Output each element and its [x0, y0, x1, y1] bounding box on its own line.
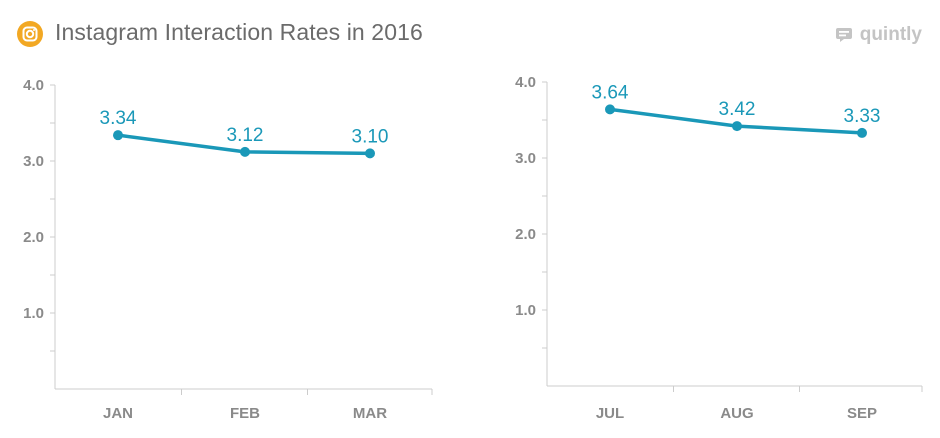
instagram-icon [17, 21, 43, 47]
chart-q3: 4.0 3.0 2.0 1.0 JUL AUG SEP 3.64 3.42 3.33 [515, 74, 923, 422]
data-point [113, 130, 123, 141]
data-label: 3.42 [719, 99, 756, 120]
data-point [240, 146, 250, 157]
data-label: 3.34 [100, 108, 137, 129]
y-tick-label: 4.0 [515, 74, 536, 91]
chart-q1: 4.0 3.0 2.0 1.0 JAN FEB MAR 3.34 3.12 3.10 [23, 77, 433, 422]
x-tick-label: AUG [720, 405, 753, 422]
quintly-logo-icon [835, 28, 852, 42]
x-tick-label: FEB [230, 405, 260, 422]
data-point [365, 148, 375, 159]
data-label: 3.64 [592, 82, 629, 103]
data-label: 3.10 [352, 126, 389, 147]
brand-name: quintly [859, 24, 922, 45]
data-point [732, 121, 742, 132]
brand: quintly [835, 24, 922, 46]
x-tick-label: MAR [353, 405, 387, 422]
chart-title: Instagram Interaction Rates in 2016 [55, 19, 423, 45]
y-tick-label: 4.0 [23, 77, 44, 94]
y-tick-label: 2.0 [515, 226, 536, 243]
data-label: 3.12 [227, 125, 264, 146]
y-tick-label: 3.0 [515, 150, 536, 167]
data-point [857, 127, 867, 138]
x-tick-label: JUL [596, 405, 624, 422]
chart-header: Instagram Interaction Rates in 2016 quin… [0, 0, 940, 70]
data-point [605, 104, 615, 115]
y-tick-label: 1.0 [23, 305, 44, 322]
x-tick-label: JAN [103, 405, 133, 422]
y-tick-label: 3.0 [23, 153, 44, 170]
y-tick-label: 1.0 [515, 302, 536, 319]
y-tick-label: 2.0 [23, 229, 44, 246]
x-tick-label: SEP [847, 405, 877, 422]
data-label: 3.33 [844, 106, 881, 127]
